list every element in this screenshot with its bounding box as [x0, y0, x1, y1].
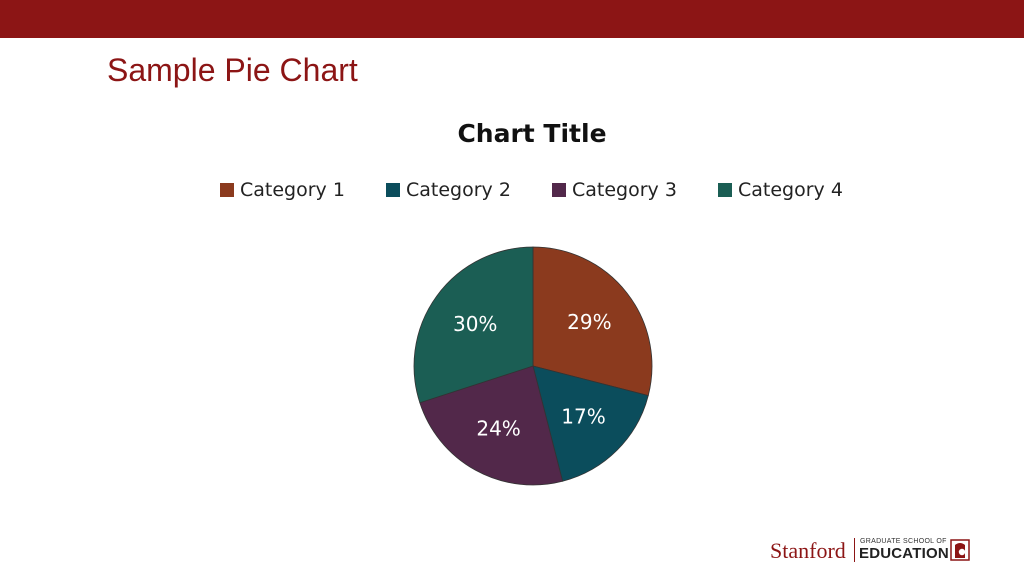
chart-title: Chart Title — [457, 119, 607, 148]
legend-item-category-1: Category 1 — [220, 176, 345, 204]
legend-item-category-2: Category 2 — [386, 176, 511, 204]
pie-slice-category-4 — [413, 246, 534, 404]
legend-label: Category 4 — [738, 179, 843, 201]
logo-line-1: GRADUATE SCHOOL OF — [860, 538, 947, 545]
chart-legend: Category 1 Category 2 Category 3 Categor… — [0, 176, 1024, 204]
top-accent-bar — [0, 0, 1024, 38]
pie-slice-category-3 — [419, 365, 564, 486]
pie-slice-label-category-1: 29% — [567, 310, 611, 334]
gse-mark-icon — [950, 539, 970, 561]
legend-label: Category 3 — [572, 179, 677, 201]
pie-slice-label-category-2: 17% — [561, 405, 605, 429]
legend-swatch — [718, 183, 732, 197]
legend-item-category-4: Category 4 — [718, 176, 843, 204]
logo-divider — [854, 538, 855, 562]
logo-wordmark: Stanford — [770, 538, 846, 563]
legend-swatch — [386, 183, 400, 197]
legend-swatch — [552, 183, 566, 197]
legend-item-category-3: Category 3 — [552, 176, 677, 204]
pie-slice-category-1 — [532, 246, 653, 397]
pie-slice-label-category-4: 30% — [453, 312, 497, 336]
pie-slice-label-category-3: 24% — [476, 417, 520, 441]
pie-slice-category-2 — [532, 365, 649, 482]
logo-line-2: EDUCATION — [859, 545, 949, 562]
legend-label: Category 1 — [240, 179, 345, 201]
legend-swatch — [220, 183, 234, 197]
slide-title: Sample Pie Chart — [107, 52, 358, 88]
legend-label: Category 2 — [406, 179, 511, 201]
stanford-gse-logo: Stanford GRADUATE SCHOOL OF EDUCATION — [768, 534, 978, 564]
